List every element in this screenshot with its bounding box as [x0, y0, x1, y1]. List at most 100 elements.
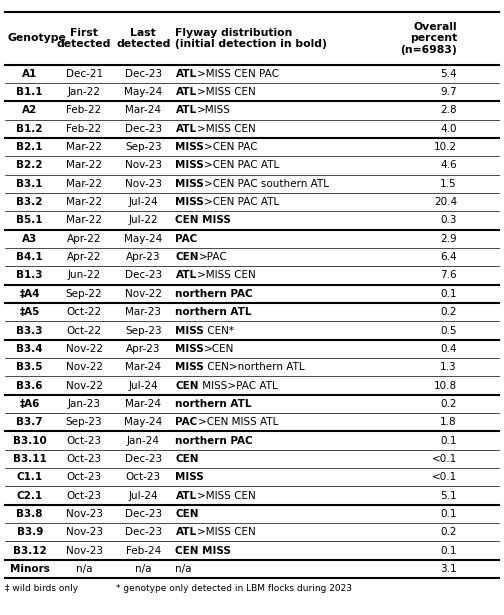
Text: ATL: ATL [175, 105, 197, 116]
Text: Jun-22: Jun-22 [68, 271, 101, 280]
Text: ‡A4: ‡A4 [20, 289, 40, 299]
Text: Flyway distribution
(initial detection in bold): Flyway distribution (initial detection i… [175, 28, 328, 49]
Text: * genotype only detected in LBM flocks during 2023: * genotype only detected in LBM flocks d… [116, 584, 352, 593]
Text: >MISS CEN: >MISS CEN [197, 124, 256, 134]
Text: >CEN PAC ATL: >CEN PAC ATL [204, 197, 280, 207]
Text: Oct-22: Oct-22 [67, 325, 102, 336]
Text: CEN: CEN [175, 381, 199, 391]
Text: Jan-23: Jan-23 [68, 399, 101, 409]
Text: B3.6: B3.6 [17, 381, 43, 391]
Text: May-24: May-24 [124, 87, 162, 97]
Text: B3.2: B3.2 [17, 197, 43, 207]
Text: Mar-22: Mar-22 [66, 142, 102, 152]
Text: Mar-22: Mar-22 [66, 161, 102, 170]
Text: 4.6: 4.6 [440, 161, 457, 170]
Text: C1.1: C1.1 [17, 472, 43, 482]
Text: Nov-23: Nov-23 [66, 546, 103, 555]
Text: 0.1: 0.1 [440, 289, 457, 299]
Text: 5.1: 5.1 [440, 491, 457, 501]
Text: Mar-23: Mar-23 [125, 307, 161, 317]
Text: Oct-23: Oct-23 [126, 472, 161, 482]
Text: MISS>PAC ATL: MISS>PAC ATL [199, 381, 278, 391]
Text: Sep-23: Sep-23 [66, 417, 102, 427]
Text: northern PAC: northern PAC [175, 435, 253, 445]
Text: B2.2: B2.2 [17, 161, 43, 170]
Text: 20.4: 20.4 [434, 197, 457, 207]
Text: Nov-23: Nov-23 [66, 509, 103, 519]
Text: 2.8: 2.8 [440, 105, 457, 116]
Text: Dec-23: Dec-23 [125, 124, 162, 134]
Text: Dec-23: Dec-23 [125, 454, 162, 464]
Text: ‡A6: ‡A6 [20, 399, 40, 409]
Text: Nov-23: Nov-23 [125, 161, 162, 170]
Text: >MISS CEN PAC: >MISS CEN PAC [197, 69, 279, 79]
Text: Mar-22: Mar-22 [66, 197, 102, 207]
Text: 0.1: 0.1 [440, 509, 457, 519]
Text: May-24: May-24 [124, 417, 162, 427]
Text: MISS: MISS [175, 197, 204, 207]
Text: B1.2: B1.2 [17, 124, 43, 134]
Text: Jan-22: Jan-22 [68, 87, 101, 97]
Text: <0.1: <0.1 [432, 454, 457, 464]
Text: MISS: MISS [175, 161, 204, 170]
Text: Apr-22: Apr-22 [67, 234, 101, 244]
Text: Nov-23: Nov-23 [66, 527, 103, 538]
Text: Oct-22: Oct-22 [67, 307, 102, 317]
Text: Jul-22: Jul-22 [129, 215, 158, 226]
Text: 9.7: 9.7 [440, 87, 457, 97]
Text: B2.1: B2.1 [17, 142, 43, 152]
Text: B1.3: B1.3 [17, 271, 43, 280]
Text: >CEN PAC southern ATL: >CEN PAC southern ATL [204, 179, 329, 189]
Text: Apr-23: Apr-23 [126, 252, 161, 262]
Text: ATL: ATL [175, 271, 197, 280]
Text: MISS: MISS [175, 362, 204, 372]
Text: 1.5: 1.5 [440, 179, 457, 189]
Text: Genotype: Genotype [8, 33, 67, 44]
Text: Feb-24: Feb-24 [125, 546, 161, 555]
Text: CEN: CEN [175, 509, 199, 519]
Text: northern ATL: northern ATL [175, 307, 252, 317]
Text: Jul-24: Jul-24 [129, 491, 158, 501]
Text: MISS: MISS [175, 179, 204, 189]
Text: B3.1: B3.1 [17, 179, 43, 189]
Text: >MISS CEN: >MISS CEN [197, 271, 256, 280]
Text: n/a: n/a [175, 564, 192, 574]
Text: Oct-23: Oct-23 [67, 472, 102, 482]
Text: B3.3: B3.3 [17, 325, 43, 336]
Text: Sep-23: Sep-23 [125, 142, 162, 152]
Text: Apr-23: Apr-23 [126, 344, 161, 354]
Text: 0.5: 0.5 [440, 325, 457, 336]
Text: >CEN: >CEN [204, 344, 235, 354]
Text: Dec-23: Dec-23 [125, 509, 162, 519]
Text: Dec-23: Dec-23 [125, 271, 162, 280]
Text: 3.1: 3.1 [440, 564, 457, 574]
Text: Nov-22: Nov-22 [66, 381, 103, 391]
Text: 0.3: 0.3 [440, 215, 457, 226]
Text: CEN>northern ATL: CEN>northern ATL [204, 362, 305, 372]
Text: CEN*: CEN* [204, 325, 234, 336]
Text: ATL: ATL [175, 87, 197, 97]
Text: CEN MISS: CEN MISS [175, 215, 231, 226]
Text: 1.8: 1.8 [440, 417, 457, 427]
Text: Overall
percent
(n=6983): Overall percent (n=6983) [400, 22, 457, 55]
Text: Mar-24: Mar-24 [125, 105, 161, 116]
Text: A2: A2 [22, 105, 37, 116]
Text: B3.12: B3.12 [13, 546, 46, 555]
Text: northern ATL: northern ATL [175, 399, 252, 409]
Text: B3.7: B3.7 [17, 417, 43, 427]
Text: Feb-22: Feb-22 [67, 124, 102, 134]
Text: Feb-22: Feb-22 [67, 105, 102, 116]
Text: 0.1: 0.1 [440, 435, 457, 445]
Text: Mar-22: Mar-22 [66, 179, 102, 189]
Text: Mar-24: Mar-24 [125, 399, 161, 409]
Text: 5.4: 5.4 [440, 69, 457, 79]
Text: 7.6: 7.6 [440, 271, 457, 280]
Text: 10.2: 10.2 [434, 142, 457, 152]
Text: ATL: ATL [175, 124, 197, 134]
Text: Apr-22: Apr-22 [67, 252, 101, 262]
Text: 6.4: 6.4 [440, 252, 457, 262]
Text: Jul-24: Jul-24 [129, 197, 158, 207]
Text: >MISS: >MISS [197, 105, 230, 116]
Text: MISS: MISS [175, 344, 204, 354]
Text: n/a: n/a [135, 564, 152, 574]
